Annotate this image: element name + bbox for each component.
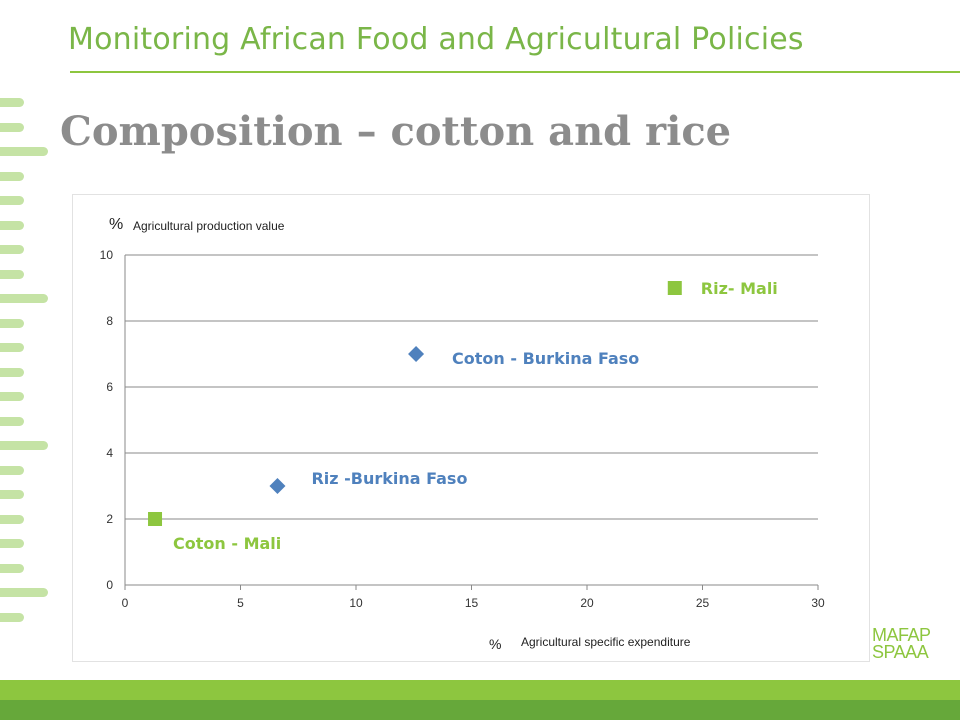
x-tick-label: 0 bbox=[122, 596, 129, 610]
decorative-bar bbox=[0, 98, 24, 107]
data-point-label: Riz -Burkina Faso bbox=[311, 469, 467, 488]
footer-band-light bbox=[0, 680, 960, 700]
x-tick-label: 10 bbox=[349, 596, 363, 610]
decorative-bars bbox=[0, 98, 60, 638]
decorative-bar bbox=[0, 269, 24, 279]
decorative-bar bbox=[0, 514, 24, 524]
x-tick-label: 30 bbox=[811, 596, 825, 610]
decorative-bar bbox=[0, 441, 48, 450]
data-point-label: Riz- Mali bbox=[701, 279, 778, 298]
header-rule bbox=[70, 71, 960, 73]
decorative-bar bbox=[0, 122, 24, 132]
decorative-bar bbox=[0, 392, 24, 401]
scatter-chart: 0 2 4 6 8 10 0 5 10 15 20 25 30% Agricultural product… bbox=[100, 216, 825, 652]
x-tick-label: 5 bbox=[237, 596, 244, 610]
footer-band-dark bbox=[0, 700, 960, 720]
decorative-bar bbox=[0, 171, 24, 181]
data-point-diamond bbox=[408, 346, 425, 362]
decorative-bar bbox=[0, 539, 24, 548]
header-title: Monitoring African Food and Agricultural… bbox=[68, 22, 804, 57]
y-tick-label: 0 bbox=[106, 578, 113, 592]
x-tick-label: 25 bbox=[696, 596, 710, 610]
logo-line-1: MAFAP bbox=[872, 625, 931, 645]
decorative-bar bbox=[0, 318, 24, 328]
x-tick-label: 15 bbox=[465, 596, 479, 610]
decorative-bar bbox=[0, 294, 48, 303]
data-point-square bbox=[667, 281, 682, 295]
decorative-bar bbox=[0, 245, 24, 254]
decorative-bar bbox=[0, 343, 24, 352]
decorative-bar bbox=[0, 490, 24, 499]
decorative-bar bbox=[0, 416, 24, 426]
x-axis-symbol: % bbox=[489, 636, 501, 652]
y-tick-label: 8 bbox=[106, 314, 113, 328]
decorative-bar bbox=[0, 367, 24, 377]
y-axis-label: Agricultural production value bbox=[133, 219, 285, 233]
y-axis-symbol: % bbox=[109, 216, 123, 233]
decorative-bar bbox=[0, 588, 48, 597]
logo-line-2: SPAAA bbox=[872, 642, 929, 662]
decorative-bar bbox=[0, 220, 24, 230]
y-tick-label: 4 bbox=[106, 446, 113, 460]
x-tick-label: 20 bbox=[580, 596, 594, 610]
data-point-label: Coton - Mali bbox=[173, 534, 281, 553]
y-tick-label: 10 bbox=[100, 248, 114, 262]
slide-title: Composition – cotton and rice bbox=[60, 108, 732, 155]
decorative-bar bbox=[0, 563, 24, 573]
decorative-bar bbox=[0, 147, 48, 156]
chart-area: 0 2 4 6 8 10 0 5 10 15 20 25 30% Agricultural product… bbox=[72, 194, 870, 662]
data-point-square bbox=[148, 512, 163, 526]
mafap-logo: MAFAP SPAAA bbox=[872, 625, 931, 662]
x-axis-label: Agricultural specific expenditure bbox=[521, 635, 691, 649]
data-point-label: Coton - Burkina Faso bbox=[452, 349, 639, 368]
y-tick-label: 6 bbox=[106, 380, 113, 394]
data-point-diamond bbox=[269, 478, 286, 494]
decorative-bar bbox=[0, 196, 24, 205]
decorative-bar bbox=[0, 465, 24, 475]
y-tick-label: 2 bbox=[106, 512, 113, 526]
decorative-bar bbox=[0, 612, 24, 622]
